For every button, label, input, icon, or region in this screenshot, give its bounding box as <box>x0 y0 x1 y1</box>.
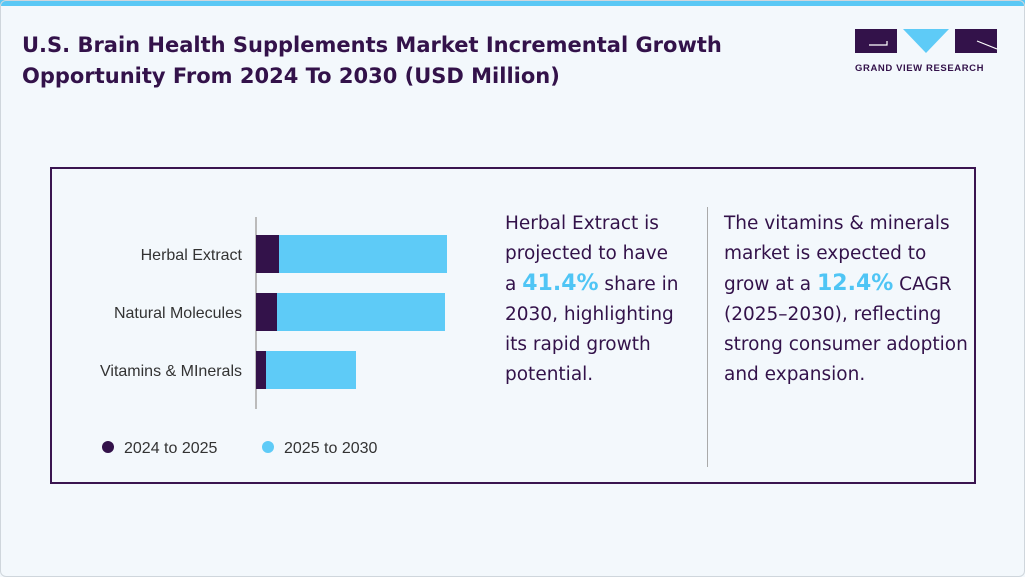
legend-marker <box>102 441 114 453</box>
insight-highlight: 41.4% <box>522 271 599 296</box>
page-title: U.S. Brain Health Supplements Market Inc… <box>22 33 722 88</box>
insight-text: Herbal Extract is projected to have a <box>505 213 669 295</box>
content-box: Herbal Extract Natural Molecules Vitamins … <box>50 167 976 484</box>
divider <box>707 207 708 467</box>
gvr-logo-icon <box>855 29 998 53</box>
insight-text: The vitamins & minerals market is expect… <box>724 213 950 295</box>
bar-2025-2030 <box>279 235 447 273</box>
bar-2025-2030 <box>266 351 356 389</box>
category-label: Herbal Extract <box>141 247 243 264</box>
bar-2024-2025 <box>256 351 266 389</box>
bar-2024-2025 <box>256 293 277 331</box>
insight-vitamins: The vitamins & minerals market is expect… <box>724 209 969 390</box>
bar-2024-2025 <box>256 235 279 273</box>
insight-text: CAGR (2025–2030), reflecting strong cons… <box>724 274 968 385</box>
logo-text: GRAND VIEW RESEARCH <box>855 63 985 74</box>
top-accent-bar <box>0 0 1025 6</box>
legend-label: 2024 to 2025 <box>124 440 218 457</box>
bar-2025-2030 <box>277 293 445 331</box>
bar-chart: Herbal Extract Natural Molecules Vitamins … <box>100 217 447 457</box>
insight-herbal: Herbal Extract is projected to have a 41… <box>505 209 685 390</box>
insight-text: share in 2030, highlighting its rapid gr… <box>505 274 679 385</box>
category-label: Vitamins & MInerals <box>100 363 242 380</box>
brand-logo: GRAND VIEW RESEARCH <box>855 29 998 74</box>
category-label: Natural Molecules <box>114 305 242 322</box>
legend-marker <box>262 441 274 453</box>
insight-highlight: 12.4% <box>816 271 894 296</box>
legend-label: 2025 to 2030 <box>284 440 378 457</box>
